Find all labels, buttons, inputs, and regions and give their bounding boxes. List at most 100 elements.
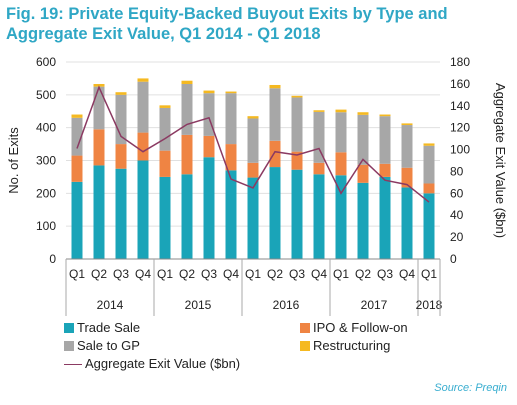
year-label: 2018 — [416, 298, 443, 312]
y2-tick-label: 20 — [450, 230, 464, 244]
bar-restructuring — [203, 90, 215, 94]
bar-ipo-follow-on — [269, 140, 281, 168]
x-tick-label: Q1 — [69, 267, 85, 281]
y2-tick-label: 40 — [450, 208, 464, 222]
bar-restructuring — [401, 123, 413, 126]
y-tick-label: 300 — [36, 154, 56, 168]
legend-item-ipo-follow-on: IPO & Follow-on — [300, 320, 408, 336]
bar-sale-to-gp — [71, 117, 83, 156]
x-tick-label: Q3 — [113, 267, 129, 281]
y2-tick-label: 0 — [450, 252, 457, 266]
year-label: 2017 — [361, 298, 388, 312]
y-tick-label: 600 — [36, 55, 56, 69]
bar-sale-to-gp — [115, 94, 127, 145]
legend-item-sale-to-gp: Sale to GP — [64, 338, 140, 354]
bar-sale-to-gp — [181, 83, 193, 135]
y2-tick-label: 60 — [450, 186, 464, 200]
y2-tick-label: 100 — [450, 143, 470, 157]
legend-swatch — [300, 341, 310, 351]
x-tick-label: Q2 — [267, 267, 283, 281]
x-tick-label: Q3 — [377, 267, 393, 281]
bar-trade-sale — [291, 169, 303, 259]
bar-ipo-follow-on — [203, 135, 215, 158]
legend-label: Aggregate Exit Value ($bn) — [85, 356, 241, 371]
y-tick-label: 200 — [36, 186, 56, 200]
bar-trade-sale — [115, 168, 127, 259]
bar-sale-to-gp — [137, 81, 149, 133]
bar-restructuring — [71, 114, 83, 118]
legend-label: Sale to GP — [77, 338, 140, 353]
bar-sale-to-gp — [379, 116, 391, 164]
bar-restructuring — [313, 110, 325, 112]
legend-item-restructuring: Restructuring — [300, 338, 390, 354]
bar-restructuring — [115, 92, 127, 95]
legend-swatch — [64, 323, 74, 333]
bar-sale-to-gp — [313, 111, 325, 163]
bar-ipo-follow-on — [115, 144, 127, 169]
bar-trade-sale — [423, 193, 435, 259]
x-tick-label: Q1 — [421, 267, 437, 281]
legend-label: IPO & Follow-on — [313, 320, 408, 335]
bar-trade-sale — [357, 182, 369, 259]
legend-item-trade-sale: Trade Sale — [64, 320, 140, 336]
bar-restructuring — [181, 80, 193, 84]
line-aggregate-exit-value — [76, 85, 430, 203]
x-tick-label: Q1 — [245, 267, 261, 281]
bar-ipo-follow-on — [247, 162, 259, 178]
x-tick-label: Q2 — [91, 267, 107, 281]
bar-trade-sale — [93, 165, 105, 259]
x-tick-label: Q4 — [311, 267, 327, 281]
bar-restructuring — [247, 116, 259, 119]
y-tick-label: 100 — [36, 219, 56, 233]
legend-label: Trade Sale — [77, 320, 141, 335]
bar-restructuring — [137, 78, 149, 82]
bar-restructuring — [423, 143, 435, 146]
bar-restructuring — [225, 91, 237, 94]
chart-title: Fig. 19: Private Equity-Backed Buyout Ex… — [6, 5, 448, 43]
bar-sale-to-gp — [159, 107, 171, 151]
chart-canvas: 0 100 200 300 400 500 600 0 20 40 60 80 100 120 140 160… — [6, 55, 508, 316]
legend-item-aggregate-exit-value: Aggregate Exit Value ($bn) — [64, 356, 240, 372]
bar-trade-sale — [225, 170, 237, 259]
bar-ipo-follow-on — [379, 163, 391, 177]
x-tick-label: Q4 — [135, 267, 151, 281]
bar-restructuring — [335, 109, 347, 113]
y2-axis-title: Aggregate Exit Value ($bn) — [493, 83, 508, 238]
x-tick-label: Q4 — [399, 267, 415, 281]
bar-trade-sale — [247, 177, 259, 259]
year-label: 2016 — [273, 298, 300, 312]
bar-sale-to-gp — [269, 88, 281, 141]
bar-trade-sale — [379, 176, 391, 259]
bar-ipo-follow-on — [159, 150, 171, 177]
bar-trade-sale — [335, 175, 347, 259]
bar-ipo-follow-on — [71, 155, 83, 182]
legend-swatch — [300, 323, 310, 333]
bar-ipo-follow-on — [357, 164, 369, 183]
bar-trade-sale — [313, 174, 325, 259]
bar-sale-to-gp — [225, 93, 237, 145]
bar-trade-sale — [137, 160, 149, 259]
y-tick-label: 0 — [49, 252, 56, 266]
bar-ipo-follow-on — [93, 129, 105, 166]
bar-trade-sale — [181, 174, 193, 259]
bar-ipo-follow-on — [401, 167, 413, 188]
y2-tick-label: 80 — [450, 164, 464, 178]
bar-trade-sale — [401, 187, 413, 259]
x-tick-label: Q3 — [289, 267, 305, 281]
x-tick-label: Q1 — [333, 267, 349, 281]
source-note: Source: Preqin — [434, 382, 507, 394]
bar-trade-sale — [71, 181, 83, 259]
bar-ipo-follow-on — [181, 134, 193, 175]
bar-ipo-follow-on — [423, 183, 435, 194]
x-tick-label: Q4 — [223, 267, 239, 281]
chart-legend: Trade Sale IPO & Follow-on Sale to GP Re… — [64, 320, 444, 376]
bar-sale-to-gp — [93, 86, 105, 130]
bar-sale-to-gp — [401, 125, 413, 168]
legend-swatch — [64, 341, 74, 351]
bar-sale-to-gp — [423, 145, 435, 184]
bar-restructuring — [93, 83, 105, 87]
legend-line — [64, 363, 82, 365]
year-label: 2014 — [97, 298, 124, 312]
bar-sale-to-gp — [247, 118, 259, 163]
x-tick-label: Q3 — [201, 267, 217, 281]
